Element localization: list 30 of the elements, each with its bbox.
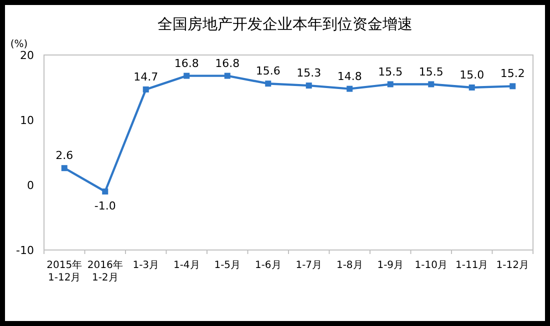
- xtick: 1-11月: [456, 260, 488, 271]
- data-label: 15.3: [296, 66, 322, 80]
- data-label: 15.5: [418, 65, 444, 78]
- xtick: 1-10月: [414, 260, 448, 271]
- xtick: 1-6月: [254, 260, 282, 271]
- data-label: 2.6: [56, 149, 74, 162]
- data-label: -1.0: [94, 200, 116, 212]
- data-label: 15.0: [460, 68, 484, 82]
- data-label: 16.8: [215, 56, 240, 70]
- xtick: 1-5月: [214, 260, 241, 271]
- ylabel: (%): [10, 39, 28, 50]
- xtick: 1-3月: [132, 260, 160, 271]
- data-label: 15.6: [256, 64, 280, 78]
- xtick: 1-9月: [377, 260, 404, 271]
- data-label: 15.5: [378, 65, 403, 78]
- title: 全国房地产开发企业本年到位资金增速: [158, 15, 412, 33]
- xtick: 1-4月: [173, 260, 200, 271]
- data-label: 16.8: [174, 56, 199, 70]
- ytick: 0: [27, 179, 34, 192]
- data-label: 14.7: [134, 70, 158, 84]
- xtick: 1-7月: [296, 260, 322, 271]
- data-label: 14.8: [337, 70, 362, 83]
- ytick: -10: [16, 244, 34, 257]
- ytick: 20: [20, 49, 34, 62]
- ytick: 10: [20, 114, 34, 127]
- xtick: 1-12月: [496, 260, 529, 271]
- xtick: 1-8月: [336, 260, 363, 271]
- data-label: 15.2: [500, 67, 525, 80]
- xtick: 2015年 1-12月: [46, 260, 82, 284]
- xtick: 2016年 1-2月: [87, 260, 123, 284]
